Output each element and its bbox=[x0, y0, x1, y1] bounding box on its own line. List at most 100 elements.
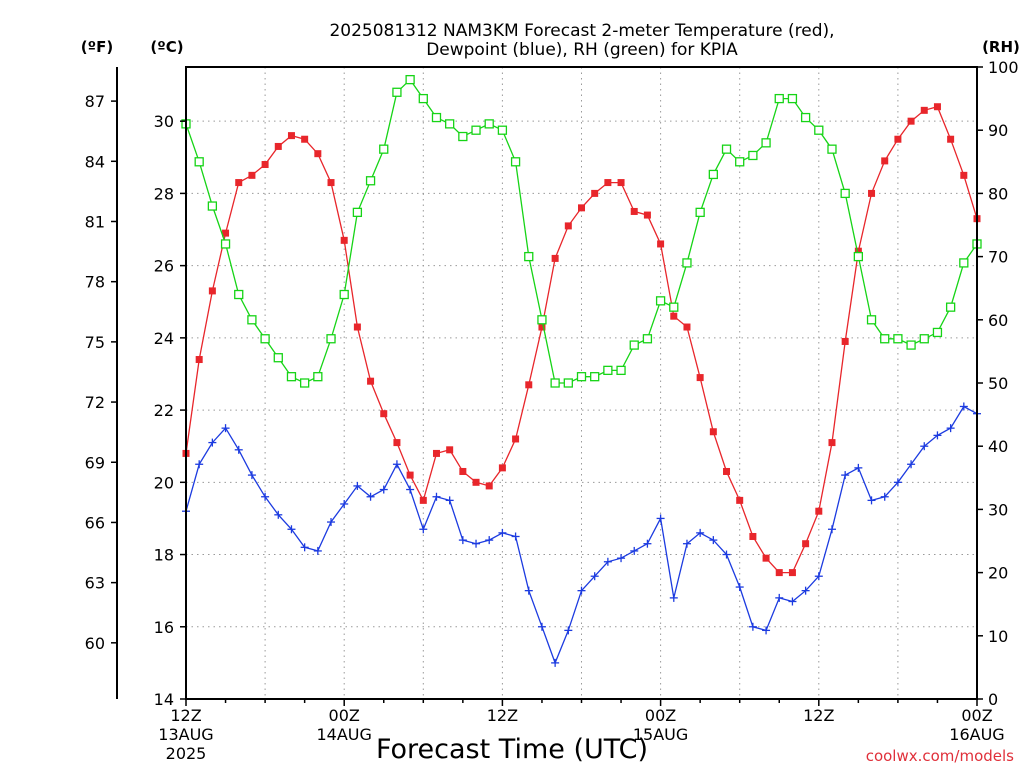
rh-point bbox=[695, 207, 705, 218]
dewpoint-point bbox=[867, 496, 876, 505]
dewpoint-point bbox=[353, 481, 362, 490]
x-tick-label: 12Z bbox=[487, 706, 518, 725]
dewpoint-point bbox=[775, 593, 784, 602]
rh-tick-label: 80 bbox=[988, 184, 1008, 203]
fahrenheit-tick-label: 69 bbox=[85, 453, 105, 472]
dewpoint-point bbox=[762, 626, 771, 635]
rh-tick-label: 70 bbox=[988, 248, 1008, 267]
x-tick-label: 12Z bbox=[803, 706, 834, 725]
rh-tick-label: 10 bbox=[988, 627, 1008, 646]
celsius-tick-label: 26 bbox=[154, 257, 174, 276]
temperature-point bbox=[788, 569, 796, 577]
temperature-point bbox=[643, 211, 651, 219]
rh-point bbox=[642, 334, 653, 344]
rh-tick-label: 0 bbox=[988, 690, 998, 709]
temperature-point bbox=[591, 189, 599, 197]
x-tick-date-label: 15AUG bbox=[633, 725, 688, 744]
dewpoint-point bbox=[221, 424, 230, 433]
temperature-point bbox=[828, 439, 836, 447]
temperature-point bbox=[248, 171, 256, 179]
temperature-point bbox=[709, 428, 717, 436]
fahrenheit-tick-label: 75 bbox=[85, 333, 105, 352]
fahrenheit-tick-label: 66 bbox=[85, 513, 105, 532]
rh-point bbox=[313, 372, 323, 382]
rh-point bbox=[418, 93, 428, 104]
rh-point bbox=[932, 327, 943, 338]
rh-point bbox=[510, 157, 521, 167]
rh-point bbox=[682, 258, 692, 268]
fahrenheit-tick-label: 63 bbox=[85, 574, 105, 593]
rh-point bbox=[761, 138, 771, 148]
temperature-point bbox=[472, 478, 480, 486]
dewpoint-point bbox=[208, 438, 217, 447]
celsius-unit-label: (ºC) bbox=[150, 38, 183, 56]
dewpoint-point bbox=[735, 583, 744, 592]
dewpoint-point bbox=[709, 536, 718, 545]
temperature-point bbox=[393, 439, 401, 447]
dewpoint-point bbox=[590, 572, 599, 581]
dewpoint-point bbox=[669, 593, 678, 602]
rh-point bbox=[365, 176, 376, 186]
rh-point bbox=[445, 119, 455, 129]
dewpoint-point bbox=[300, 543, 309, 552]
celsius-tick-label: 28 bbox=[154, 184, 174, 203]
dewpoint-point bbox=[537, 622, 546, 631]
rh-point bbox=[800, 112, 811, 123]
dewpoint-point bbox=[366, 492, 375, 501]
rh-point bbox=[273, 353, 283, 363]
temperature-point bbox=[406, 471, 414, 479]
dewpoint-point bbox=[274, 510, 283, 519]
temperature-point bbox=[235, 179, 243, 187]
dewpoint-point bbox=[287, 525, 296, 534]
rh-point bbox=[537, 315, 547, 325]
dewpoint-point bbox=[854, 463, 863, 472]
celsius-tick-label: 24 bbox=[154, 329, 174, 348]
rh-point bbox=[379, 144, 389, 154]
rh-point bbox=[629, 340, 639, 350]
temperature-point bbox=[432, 449, 440, 457]
dewpoint-point bbox=[340, 499, 349, 508]
temperature-point bbox=[907, 117, 915, 125]
fahrenheit-tick-label: 87 bbox=[85, 92, 105, 111]
temperature-point bbox=[630, 207, 638, 215]
celsius-tick-label: 14 bbox=[154, 690, 174, 709]
temperature-point bbox=[419, 496, 427, 504]
temperature-point bbox=[380, 410, 388, 418]
temperature-point bbox=[802, 540, 810, 548]
rh-point bbox=[893, 334, 903, 344]
rh-point bbox=[247, 315, 257, 325]
dewpoint-point bbox=[511, 532, 520, 541]
dewpoint-point bbox=[485, 536, 494, 545]
dewpoint-point bbox=[247, 471, 256, 480]
rh-tick-label: 20 bbox=[988, 564, 1008, 583]
dewpoint-point bbox=[603, 557, 612, 566]
temperature-point bbox=[525, 381, 533, 389]
rh-point bbox=[853, 251, 863, 262]
temperature-point bbox=[512, 435, 520, 443]
x-tick-label: 00Z bbox=[961, 706, 992, 725]
series-layer bbox=[181, 74, 982, 667]
temperature-point bbox=[446, 446, 454, 454]
rh-point bbox=[484, 119, 494, 129]
axes-layer: 14 16 18 20 22 24 26 28 30 60 63 66 69 72 75 78 81 84 87 0 1… bbox=[85, 58, 1019, 763]
rh-point bbox=[220, 239, 231, 249]
dewpoint-point bbox=[313, 546, 322, 555]
temperature-point bbox=[657, 240, 665, 248]
temperature-point bbox=[841, 337, 849, 345]
rh-tick-label: 100 bbox=[988, 58, 1019, 77]
dewpoint-point bbox=[458, 536, 467, 545]
rh-point bbox=[735, 157, 745, 167]
credit-label: coolwx.com/models bbox=[866, 747, 1014, 765]
dewpoint-point bbox=[880, 492, 889, 501]
dewpoint-point bbox=[419, 525, 428, 534]
rh-point bbox=[721, 144, 732, 154]
fahrenheit-tick-label: 72 bbox=[85, 393, 105, 412]
rh-tick-label: 60 bbox=[988, 311, 1008, 330]
temperature-point bbox=[604, 179, 612, 187]
dewpoint-point bbox=[617, 554, 626, 563]
dewpoint-point bbox=[406, 485, 415, 494]
dewpoint-point bbox=[748, 622, 757, 631]
rh-point bbox=[352, 207, 363, 218]
temperature-point bbox=[578, 204, 585, 212]
